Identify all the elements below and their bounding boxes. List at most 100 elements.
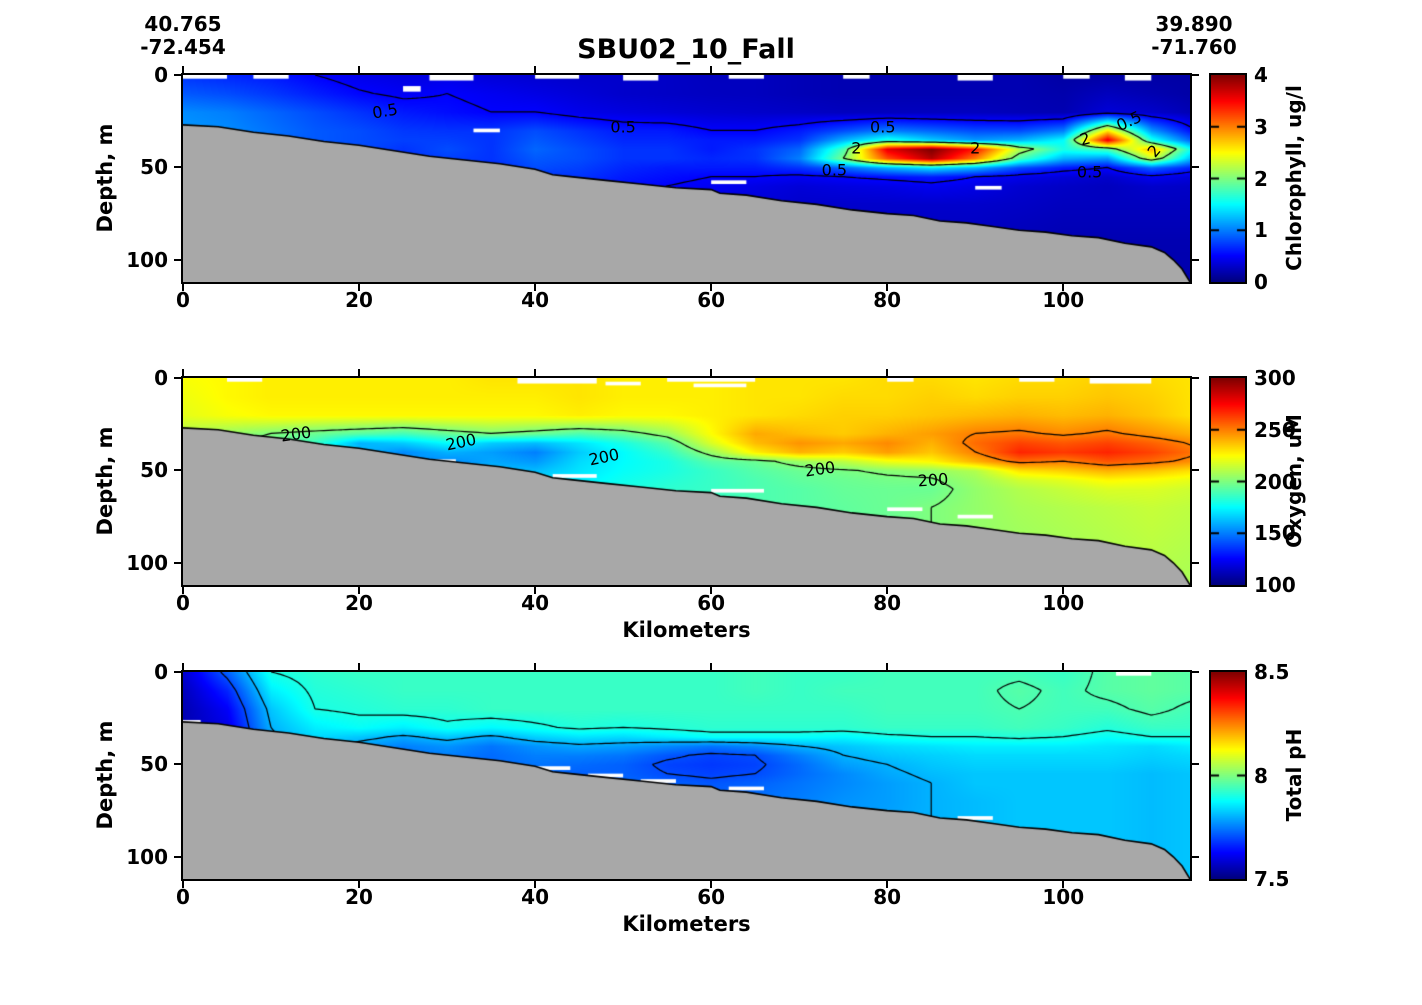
colorbar-tick-label: 8 bbox=[1254, 763, 1268, 788]
contour-label: 200 bbox=[917, 469, 949, 491]
x-tick-top bbox=[710, 66, 713, 73]
kilometers-axis-label: Kilometers bbox=[622, 618, 751, 642]
contour-label: 0.5 bbox=[821, 160, 848, 180]
x-tick-label: 60 bbox=[697, 591, 726, 615]
x-tick-label: 0 bbox=[176, 591, 190, 615]
x-tick bbox=[182, 284, 184, 291]
y-tick-label: 100 bbox=[126, 844, 168, 869]
colorbar-tick-label: 3 bbox=[1254, 114, 1268, 139]
y-tick-right bbox=[1192, 671, 1199, 673]
x-tick-label: 100 bbox=[1042, 885, 1085, 909]
x-tick bbox=[710, 881, 713, 888]
y-tick-label: 50 bbox=[140, 752, 168, 777]
kilometers-axis-label: Kilometers bbox=[622, 912, 751, 936]
y-tick-label: 0 bbox=[154, 366, 168, 390]
x-tick-top bbox=[358, 66, 361, 73]
figure-title: SBU02_10_Fall bbox=[577, 34, 795, 65]
x-tick bbox=[886, 881, 889, 888]
y-tick-label: 0 bbox=[154, 660, 168, 684]
x-tick-top bbox=[1062, 663, 1065, 670]
x-tick-top bbox=[534, 66, 537, 73]
x-tick bbox=[358, 284, 361, 291]
y-tick-right bbox=[1192, 258, 1199, 261]
y-tick-right bbox=[1192, 855, 1199, 858]
y-tick bbox=[174, 671, 181, 673]
x-tick-top bbox=[534, 369, 537, 376]
section-start-longitude: -72.454 bbox=[140, 35, 226, 59]
y-tick bbox=[174, 469, 181, 472]
y-tick bbox=[174, 166, 181, 169]
x-tick-top bbox=[886, 369, 889, 376]
chlorophyll-section-panel: Depth, m 0 20 40 60 80 100 0 50 100 0.5 0.5 0.5 0.5 0… bbox=[93, 63, 1199, 312]
y-tick-right bbox=[1192, 74, 1199, 76]
y-tick bbox=[174, 258, 181, 261]
x-tick bbox=[182, 587, 184, 594]
colorbar-tick-label: 200 bbox=[1254, 469, 1296, 494]
y-tick-label: 0 bbox=[154, 63, 168, 87]
x-tick bbox=[358, 587, 361, 594]
oxygen-heatmap-canvas bbox=[183, 378, 1190, 585]
x-tick-label: 100 bbox=[1042, 288, 1085, 312]
y-tick-right bbox=[1192, 469, 1199, 472]
y-tick bbox=[174, 855, 181, 858]
colorbar-tick-label: 300 bbox=[1254, 366, 1296, 390]
contour-label: 0.5 bbox=[870, 117, 896, 137]
x-tick-label: 40 bbox=[521, 288, 550, 312]
colorbar-oxygen bbox=[1211, 378, 1245, 585]
colorbar-chlorophyll bbox=[1211, 75, 1245, 282]
x-tick-top bbox=[1062, 369, 1065, 376]
y-tick-label: 100 bbox=[126, 247, 168, 272]
x-tick-label: 40 bbox=[521, 885, 550, 909]
colorbar-tick-label: 8.5 bbox=[1254, 660, 1290, 684]
x-tick-label: 60 bbox=[697, 288, 726, 312]
y-tick bbox=[174, 74, 181, 76]
x-tick bbox=[182, 881, 184, 888]
colorbar-tick-label: 7.5 bbox=[1254, 867, 1290, 891]
contour-label: 0.5 bbox=[1076, 162, 1103, 182]
x-tick-top bbox=[886, 663, 889, 670]
x-tick-label: 20 bbox=[345, 885, 373, 909]
x-tick bbox=[886, 284, 889, 291]
y-tick bbox=[174, 763, 181, 766]
x-tick-top bbox=[534, 663, 537, 670]
colorbar-tick-label: 150 bbox=[1254, 521, 1296, 546]
colorbar-tick-label: 0 bbox=[1254, 270, 1268, 294]
x-tick-label: 80 bbox=[873, 288, 902, 312]
section-start-latitude: 40.765 bbox=[144, 12, 222, 36]
colorbar-tick-label: 1 bbox=[1254, 218, 1268, 243]
section-end-coordinates: 39.890 -71.760 bbox=[1151, 13, 1236, 59]
colorbar-tick-label: 4 bbox=[1254, 63, 1268, 87]
chlorophyll-heatmap-canvas bbox=[183, 75, 1190, 282]
colorbar-label-ph: Total pH bbox=[1282, 728, 1306, 822]
y-tick-right bbox=[1192, 166, 1199, 169]
contour-label: 0.5 bbox=[610, 117, 636, 137]
colorbar-tick-label: 2 bbox=[1254, 166, 1268, 191]
x-tick-top bbox=[710, 369, 713, 376]
x-tick-label: 100 bbox=[1042, 591, 1085, 615]
x-tick bbox=[1062, 881, 1065, 888]
y-tick-label: 50 bbox=[140, 155, 168, 180]
x-tick bbox=[710, 284, 713, 291]
y-tick-label: 50 bbox=[140, 458, 168, 483]
section-start-coordinates: 40.765 -72.454 bbox=[140, 13, 225, 59]
ph-heatmap-canvas bbox=[183, 672, 1190, 879]
x-tick bbox=[534, 284, 537, 291]
x-tick-label: 20 bbox=[345, 591, 373, 615]
colorbar-tick-label: 100 bbox=[1254, 573, 1296, 597]
x-tick-top bbox=[710, 663, 713, 670]
ph-section-panel: Depth, m Kilometers 0 20 40 60 80 100 0 50 100 bbox=[93, 660, 1199, 936]
x-tick-label: 20 bbox=[345, 288, 373, 312]
y-tick-right bbox=[1192, 377, 1199, 379]
contour-label: 2 bbox=[851, 138, 862, 158]
y-tick bbox=[174, 377, 181, 379]
x-tick-label: 80 bbox=[873, 591, 902, 615]
section-end-longitude: -71.760 bbox=[1151, 35, 1237, 59]
x-tick-top bbox=[182, 663, 184, 670]
x-tick-label: 0 bbox=[176, 885, 190, 909]
oxygen-section-panel: Depth, m Kilometers 0 20 40 60 80 100 0 50 100 20… bbox=[93, 366, 1199, 642]
x-tick-label: 0 bbox=[176, 288, 190, 312]
x-tick bbox=[1062, 587, 1065, 594]
x-tick-label: 60 bbox=[697, 885, 726, 909]
y-tick-right bbox=[1192, 763, 1199, 766]
x-tick-label: 80 bbox=[873, 885, 902, 909]
